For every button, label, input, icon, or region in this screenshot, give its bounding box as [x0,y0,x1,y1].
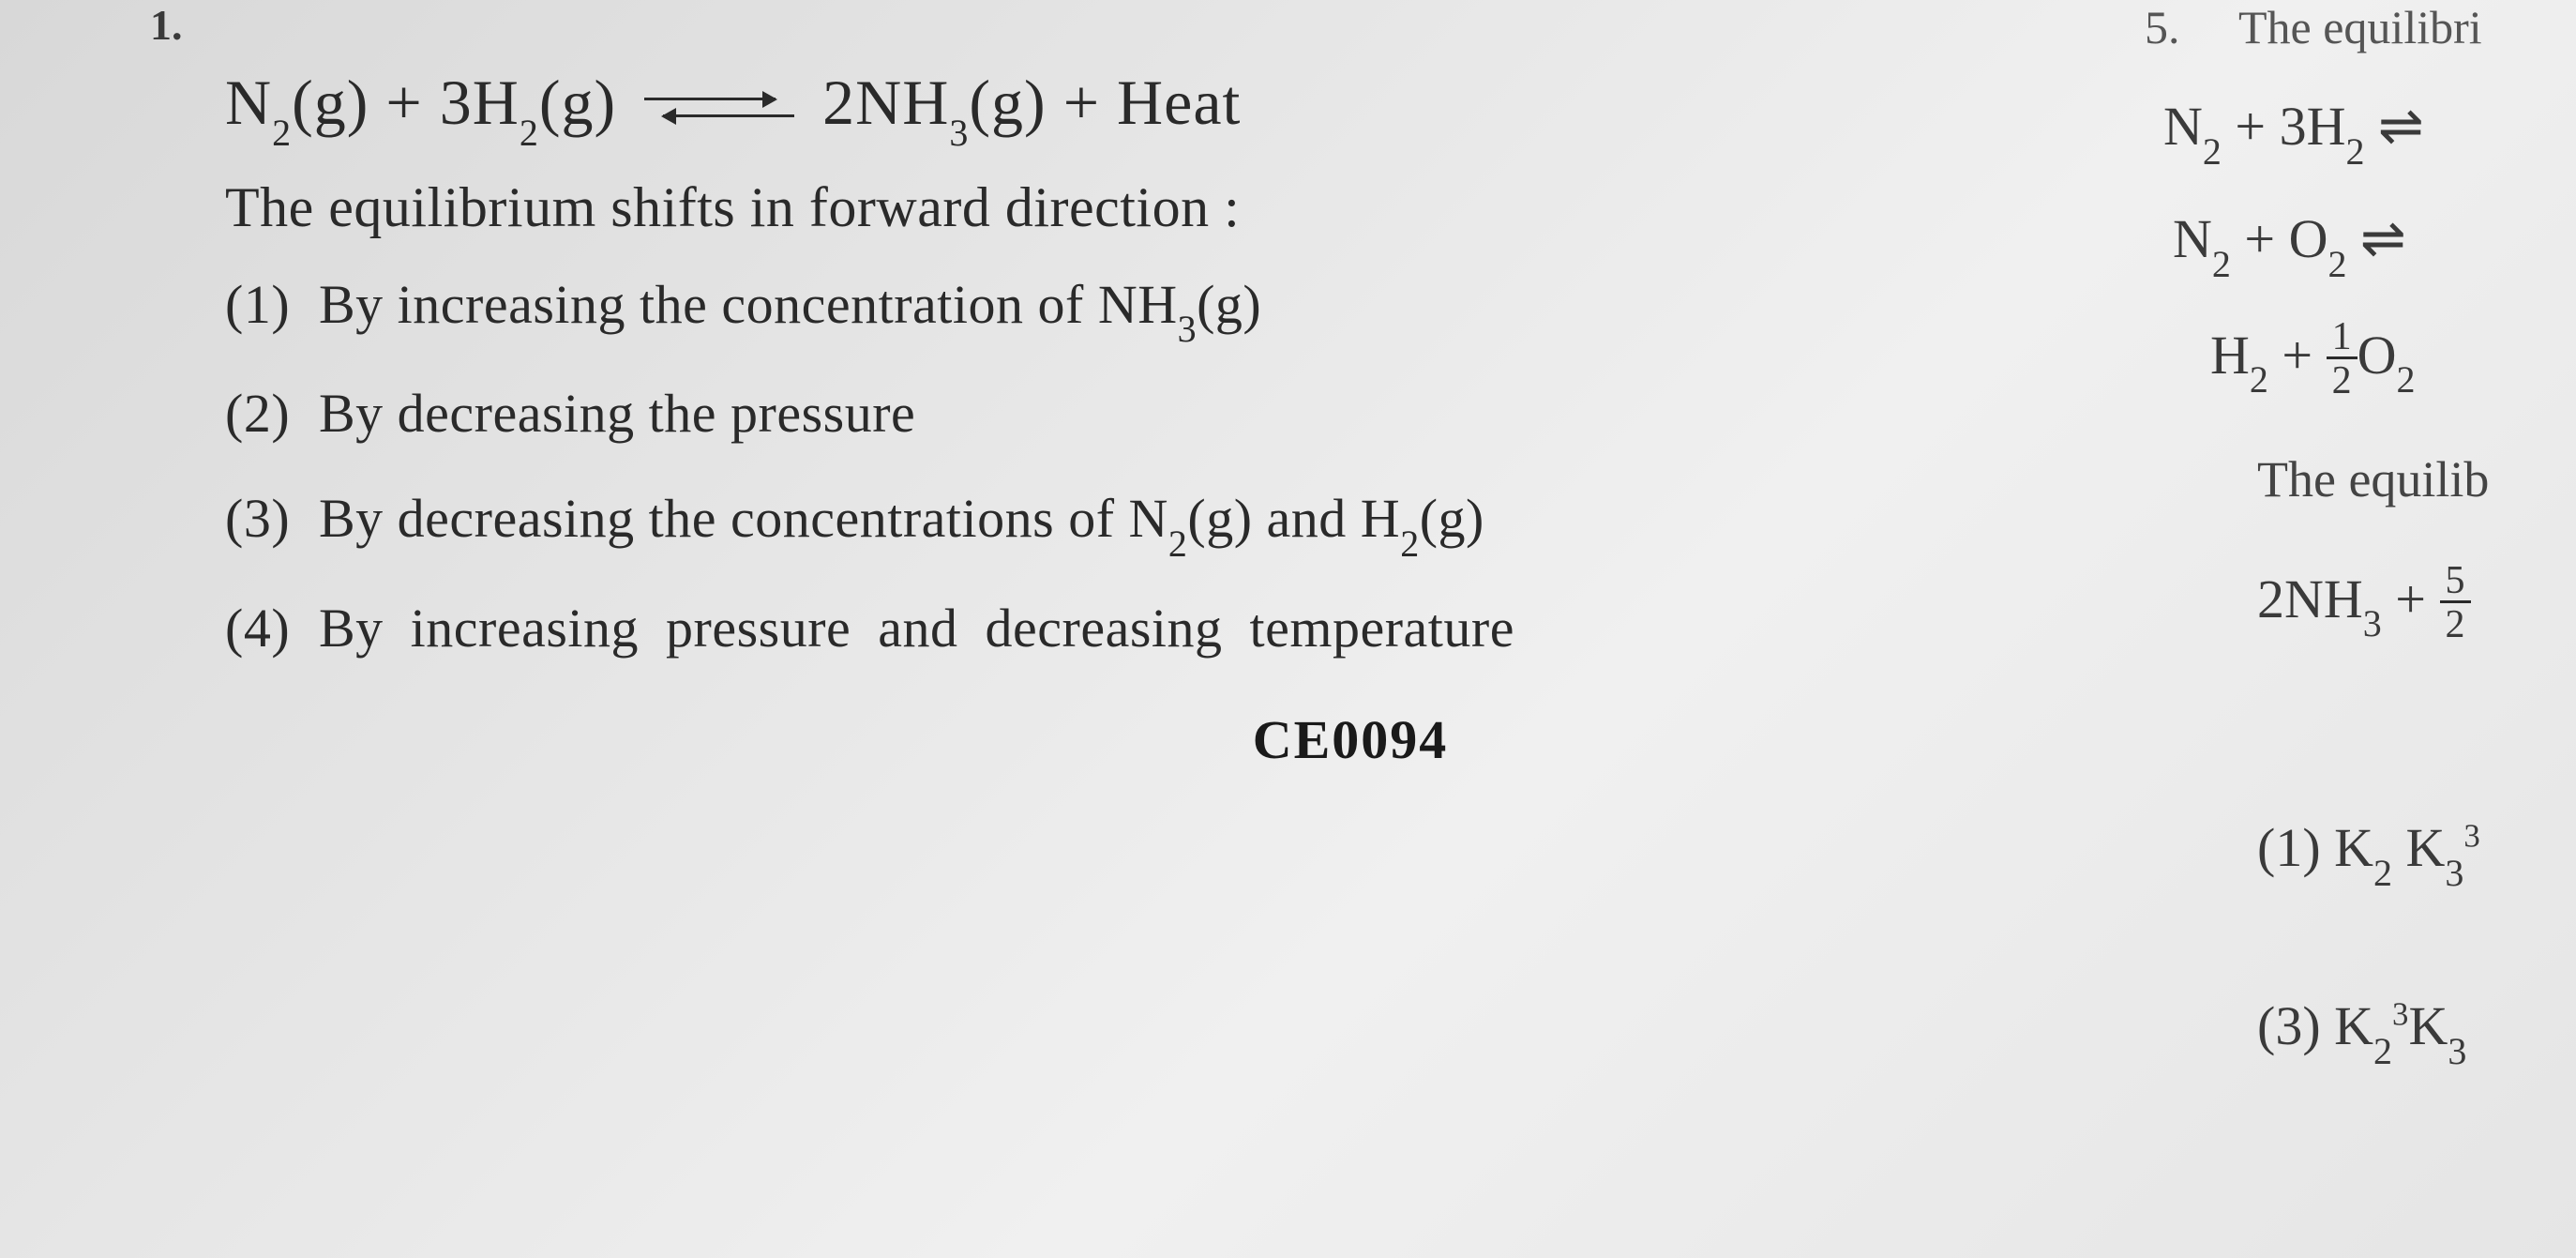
option-3-sub1: 2 [1168,523,1188,565]
option-2-number: (2) [225,371,319,456]
option-1-text-a: By increasing the concentration of NH [319,274,1178,335]
question-stem: The equilibrium shifts in forward direct… [225,175,1819,240]
right-eq-2: N2 + O2 ⇌ [2173,206,2406,279]
eq-nh3-state: (g) [969,67,1046,138]
r-eq1-a: N [2163,96,2203,157]
r-eq2-c: ⇌ [2347,208,2406,269]
r-a3-num: (3) [2257,995,2321,1056]
r-eq1-b: + 3H [2222,96,2346,157]
r-eq3-s1: 2 [2250,358,2268,401]
option-3-text-a: By decreasing the concentrations of N [319,488,1168,549]
option-1-sub: 3 [1178,308,1198,350]
eq-h2-state: (g) [539,67,616,138]
r-eq3-fn: 1 [2327,317,2358,356]
r-eq4-frac: 52 [2440,561,2471,644]
r-a1-s1: 2 [2373,852,2392,894]
right-eq-4: 2NH3 + 52 [2257,563,2471,646]
question-number: 1. [150,0,183,50]
r-a3-sup1: 3 [2392,996,2408,1033]
main-equation: N2(g) + 3H2(g) 2NH3(g) + Heat [225,66,1819,147]
option-1-number: (1) [225,263,319,347]
eq-plus2: + [1047,67,1117,138]
right-q-number: 5. [2145,0,2180,54]
r-a1-num: (1) [2257,817,2321,878]
r-eq2-s2: 2 [2328,243,2347,285]
right-ans-3: (3) K23K3 [2257,994,2466,1066]
option-3-number: (3) [225,477,319,561]
option-3-text-c: (g) [1420,488,1484,549]
r-a3-s2: 3 [2448,1030,2466,1072]
r-eq1-s1: 2 [2203,130,2222,173]
option-3: (3) By decreasing the concentrations of … [225,477,1819,566]
r-eq3-s2: 2 [2397,358,2416,401]
eq-nh3-sym: NH [855,67,949,138]
r-eq3-b: + [2268,325,2327,386]
eq-heat: Heat [1117,67,1241,138]
left-question-block: 1. N2(g) + 3H2(g) 2NH3(g) + Heat The equ… [225,0,1819,771]
option-1-text-b: (g) [1197,274,1261,335]
option-4-number: (4) [225,586,319,671]
question-code: CE0094 [881,708,1819,771]
r-eq2-a: N [2173,208,2212,269]
r-eq3-a: H [2210,325,2250,386]
right-eq-3: H2 + 12O2 [2210,319,2416,402]
eq-n2-sym: N [225,67,272,138]
option-4: (4) By increasing pressure and decreasin… [225,586,1819,671]
r-eq4-s1: 3 [2363,602,2382,644]
r-eq4-fd: 2 [2440,600,2471,644]
right-top-label: The equilibri [2238,0,2482,54]
eq-nh3-sub: 3 [949,112,969,154]
r-a1-b: K [2392,817,2445,878]
eq-coef-h2: 3 [440,67,473,138]
page-scan: 1. N2(g) + 3H2(g) 2NH3(g) + Heat The equ… [0,0,2576,1258]
r-a1-a: K [2321,817,2373,878]
eq-h2-sub: 2 [520,112,539,154]
r-eq1-s2: 2 [2346,130,2365,173]
r-eq2-s1: 2 [2212,243,2231,285]
option-3-text-b: (g) and H [1187,488,1400,549]
option-3-text: By decreasing the concentrations of N2(g… [319,477,1819,566]
r-eq1-c: ⇌ [2365,96,2424,157]
r-eq3-c: O [2358,325,2397,386]
right-ans-1: (1) K2 K33 [2257,816,2480,887]
eq-plus1: + [369,67,439,138]
r-eq3-frac: 12 [2327,317,2358,401]
r-a3-b: K [2408,995,2448,1056]
eq-rhs-coef: 2 [822,67,855,138]
r-eq2-b: + O [2231,208,2328,269]
option-1-text: By increasing the concentration of NH3(g… [319,263,1819,352]
option-3-sub2: 2 [1400,523,1420,565]
eq-n2-state: (g) [292,67,369,138]
r-a1-s2: 3 [2445,852,2463,894]
r-a1-sup: 3 [2463,818,2479,855]
r-a3-a: K [2321,995,2373,1056]
r-eq4-a: 2NH [2257,568,2363,629]
right-mid-label: The equilib [2257,450,2489,508]
option-4-text: By increasing pressure and decreasing te… [319,586,1819,671]
r-eq4-b: + [2382,568,2440,629]
equilibrium-arrow-icon [644,81,794,137]
option-1: (1) By increasing the concentration of N… [225,263,1819,352]
option-2: (2) By decreasing the pressure [225,371,1819,456]
eq-h2-sym: H [473,67,520,138]
r-eq4-fn: 5 [2440,561,2471,600]
r-a3-s1: 2 [2373,1030,2392,1072]
r-eq3-fd: 2 [2327,356,2358,401]
right-eq-1: N2 + 3H2 ⇌ [2163,94,2424,166]
eq-n2-sub: 2 [272,112,292,154]
option-2-text: By decreasing the pressure [319,371,1819,456]
